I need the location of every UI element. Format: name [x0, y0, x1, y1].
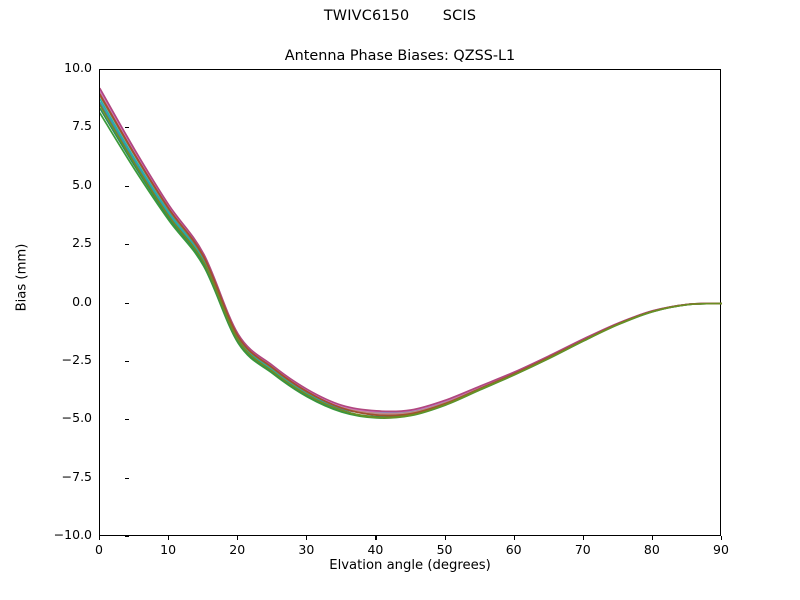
x-tick-label: 70	[574, 542, 591, 557]
y-tick-label: 7.5	[72, 118, 92, 134]
x-tick-mark	[513, 536, 515, 540]
x-tick-label: 20	[229, 542, 246, 557]
chart-line	[100, 104, 722, 419]
x-tick-label: 0	[95, 542, 103, 557]
y-tick-mark	[125, 244, 129, 246]
x-tick-mark	[444, 536, 446, 540]
y-tick-label: −5.0	[61, 410, 92, 426]
chart-title: Antenna Phase Biases: QZSS-L1	[284, 48, 516, 64]
figure-suptitle: TWIVC6150 SCIS	[323, 8, 477, 24]
y-tick-mark	[125, 477, 129, 479]
x-tick-label: 30	[298, 542, 315, 557]
x-tick-label: 90	[713, 542, 729, 557]
y-tick-mark	[125, 419, 129, 421]
x-tick-label: 50	[436, 542, 453, 557]
x-tick-label: 80	[643, 542, 660, 557]
y-tick-mark	[125, 536, 129, 538]
y-tick-label: 10.0	[64, 60, 92, 75]
y-tick-mark	[125, 69, 129, 71]
y-tick-mark	[125, 360, 129, 362]
y-tick-label: 5.0	[72, 176, 92, 192]
x-tick-mark	[237, 536, 239, 540]
x-axis-label: Elvation angle (degrees)	[329, 558, 491, 573]
y-tick-label: −10.0	[53, 527, 92, 542]
x-tick-label: 10	[160, 542, 177, 557]
y-tick-label: 0.0	[72, 293, 92, 309]
x-tick-mark	[721, 536, 723, 540]
x-tick-mark	[582, 536, 584, 540]
y-axis-tick-labels: −10.0 −7.5 −5.0 −2.5 0.0 2.5 5.0 7.5 10.0	[30, 0, 129, 600]
x-tick-label: 40	[367, 542, 384, 557]
y-tick-mark	[125, 302, 129, 304]
x-tick-label: 60	[505, 542, 522, 557]
y-tick-mark	[125, 185, 129, 187]
plot-area	[99, 69, 722, 536]
y-axis-label: Bias (mm)	[14, 243, 30, 312]
x-tick-mark	[99, 536, 101, 540]
y-tick-mark	[125, 127, 129, 129]
chart-lines	[100, 87, 722, 419]
y-tick-label: 2.5	[72, 235, 92, 251]
y-tick-label: −2.5	[61, 351, 92, 367]
x-tick-mark	[306, 536, 308, 540]
x-tick-mark	[651, 536, 653, 540]
x-tick-mark	[375, 536, 377, 540]
x-tick-mark	[168, 536, 170, 540]
y-tick-label: −7.5	[61, 468, 92, 484]
